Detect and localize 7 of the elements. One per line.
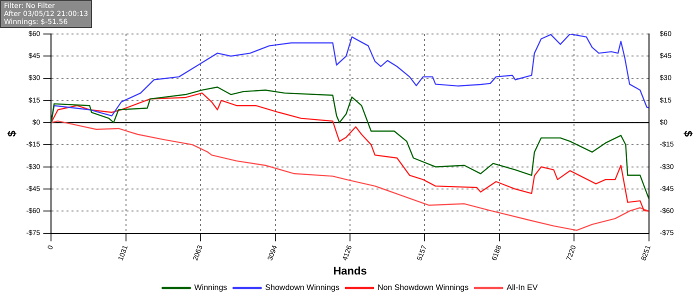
y2-axis-title: $ <box>681 130 694 137</box>
legend-label: Non Showdown Winnings <box>377 283 469 292</box>
legend-label: Winnings <box>194 283 228 292</box>
legend-label: Showdown Winnings <box>265 283 340 292</box>
x-axis-title: Hands <box>333 265 367 278</box>
y-axis-title: $ <box>6 130 19 137</box>
legend-label: All-In EV <box>506 283 538 292</box>
